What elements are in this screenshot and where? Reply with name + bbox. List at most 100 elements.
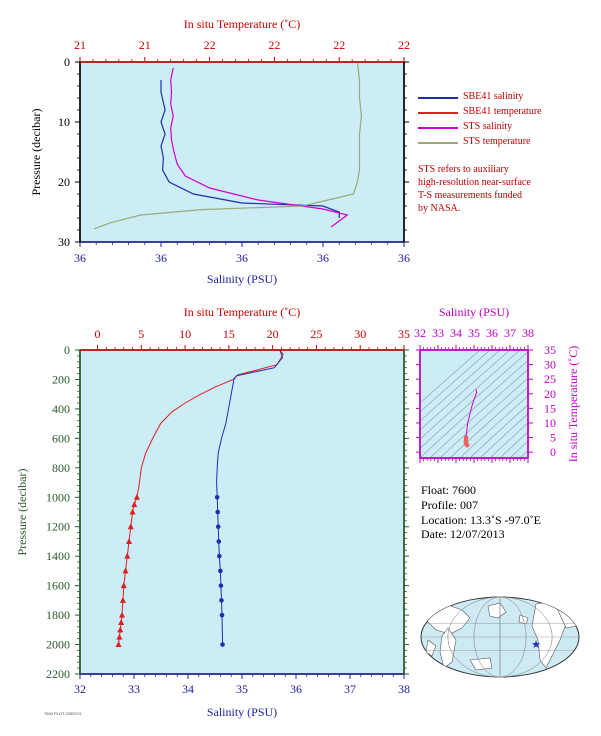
main-sal-tick-label: 36 (290, 682, 302, 696)
main-sal-tick-label: 34 (182, 682, 194, 696)
top-pressure-tick-label: 10 (58, 115, 70, 129)
density-contour-line (429, 368, 528, 458)
temperature-marker (133, 493, 140, 500)
main-pressure-axis-title: Pressure (decibar) (15, 469, 29, 556)
legend-item-sbe41-temperature: SBE41 temperature (463, 106, 542, 117)
profile-number: Profile: 007 (421, 498, 478, 512)
top-pressure-tick-label: 30 (58, 235, 70, 249)
legend-swatch-sbe41-salinity (418, 97, 458, 99)
salinity-marker (219, 598, 224, 603)
main-series-line-salinity (216, 350, 284, 645)
temperature-marker (120, 582, 127, 589)
top-sal-tick-label: 36 (74, 251, 86, 265)
temperature-marker (124, 552, 131, 559)
main-sal-axis-title: Salinity (PSU) (207, 705, 277, 719)
top-temp-tick-label: 21 (139, 38, 151, 52)
temperature-marker (119, 596, 126, 603)
temperature-marker (131, 501, 138, 508)
main-pressure-tick-label: 600 (52, 431, 70, 445)
world-location-map: ★ (420, 596, 580, 678)
salinity-marker (215, 524, 221, 530)
top-series-line-sbe41-salinity (160, 80, 340, 218)
main-temp-tick-label: 15 (223, 327, 235, 341)
density-contour-line (489, 422, 528, 458)
main-pressure-tick-label: 1000 (46, 490, 70, 504)
main-pressure-tick-label: 1600 (46, 579, 70, 593)
top-temp-tick-label: 21 (74, 38, 86, 52)
ts-temp-tick-label: 0 (550, 445, 556, 459)
main-sal-tick-label: 38 (398, 682, 410, 696)
top-sal-tick-label: 36 (398, 251, 410, 265)
density-contour-line (439, 377, 528, 458)
float-location-marker: ★ (531, 638, 541, 651)
temperature-marker (115, 641, 122, 648)
main-pressure-tick-label: 1400 (46, 549, 70, 563)
main-pressure-tick-label: 800 (52, 461, 70, 475)
ts-temp-tick-label: 15 (544, 401, 556, 415)
top-sal-tick-label: 36 (236, 251, 248, 265)
temperature-marker (116, 633, 123, 640)
main-pressure-tick-label: 2200 (46, 667, 70, 681)
near-surface-profile-panel: 21 21 22 22 22 22 36 36 36 36 36 0 10 20 30 In situ Te… (29, 17, 410, 286)
top-pressure-tick-label: 0 (64, 55, 70, 69)
main-temp-tick-label: 35 (398, 327, 410, 341)
salinity-marker (214, 494, 220, 500)
density-contour-line (469, 404, 528, 458)
ts-sal-tick-label: 38 (522, 326, 534, 340)
float-id: Float: 7600 (421, 483, 477, 497)
salinity-marker (218, 568, 223, 574)
map-graticule (421, 596, 579, 678)
main-temp-tick-label: 20 (267, 327, 279, 341)
salinity-marker (219, 612, 225, 618)
salinity-marker (217, 553, 222, 559)
main-pressure-tick-label: 2000 (46, 638, 70, 652)
ts-sal-tick-label: 32 (414, 326, 426, 340)
footer-code: 7600 PLOT 0330374 (44, 711, 82, 716)
top-pressure-tick-label: 20 (58, 175, 70, 189)
main-pressure-tick-label: 200 (52, 372, 70, 386)
full-depth-profile-panel: 0 5 10 15 20 25 30 35 32 33 34 35 36 37 38 0 200 400 600 80… (15, 305, 410, 719)
ts-temp-tick-label: 25 (544, 372, 556, 386)
density-contour-line (499, 431, 528, 458)
main-pressure-tick-label: 1800 (46, 608, 70, 622)
salinity-marker (216, 539, 222, 544)
ts-sal-tick-label: 37 (504, 326, 516, 340)
top-temp-tick-label: 22 (398, 38, 410, 52)
top-temp-tick-label: 22 (204, 38, 216, 52)
density-contour-line (479, 413, 528, 458)
main-temp-tick-label: 0 (95, 327, 101, 341)
top-sal-axis-title: Salinity (PSU) (207, 272, 277, 286)
ts-temp-tick-label: 35 (544, 343, 556, 357)
ts-temp-tick-label: 20 (544, 387, 556, 401)
profile-date: Date: 12/07/2013 (421, 527, 505, 541)
temperature-marker (127, 523, 134, 530)
top-pressure-axis-title: Pressure (decibar) (29, 109, 43, 196)
main-temp-tick-label: 30 (354, 327, 366, 341)
main-sal-tick-label: 33 (128, 682, 140, 696)
density-contours (420, 350, 528, 458)
temperature-marker (118, 618, 125, 625)
salinity-marker (220, 642, 225, 647)
density-contour-line (420, 350, 481, 404)
main-plot-background (79, 349, 405, 675)
legend-swatch-sts-salinity (418, 127, 458, 129)
density-contour-line (509, 440, 528, 458)
float-location: Location: 13.3˚S -97.0˚E (421, 513, 541, 527)
main-temp-tick-label: 10 (179, 327, 191, 341)
map-meridian (447, 596, 553, 678)
ts-temp-axis-title: In situ Temperature (˚C) (566, 346, 580, 463)
density-contour-line (449, 386, 528, 458)
ts-sal-axis-title: Salinity (PSU) (439, 305, 509, 319)
legend-swatch-sbe41-temperature (418, 112, 458, 114)
density-contour-line (420, 350, 521, 440)
sts-note: STS refers to auxiliary high-resolution … (418, 164, 531, 214)
ts-deep-point (464, 442, 470, 448)
temperature-marker (122, 567, 129, 574)
density-contour-line (420, 350, 501, 422)
main-pressure-tick-label: 400 (52, 402, 70, 416)
ts-sal-tick-label: 35 (468, 326, 480, 340)
top-temp-tick-label: 22 (268, 38, 280, 52)
main-temp-tick-label: 25 (310, 327, 322, 341)
